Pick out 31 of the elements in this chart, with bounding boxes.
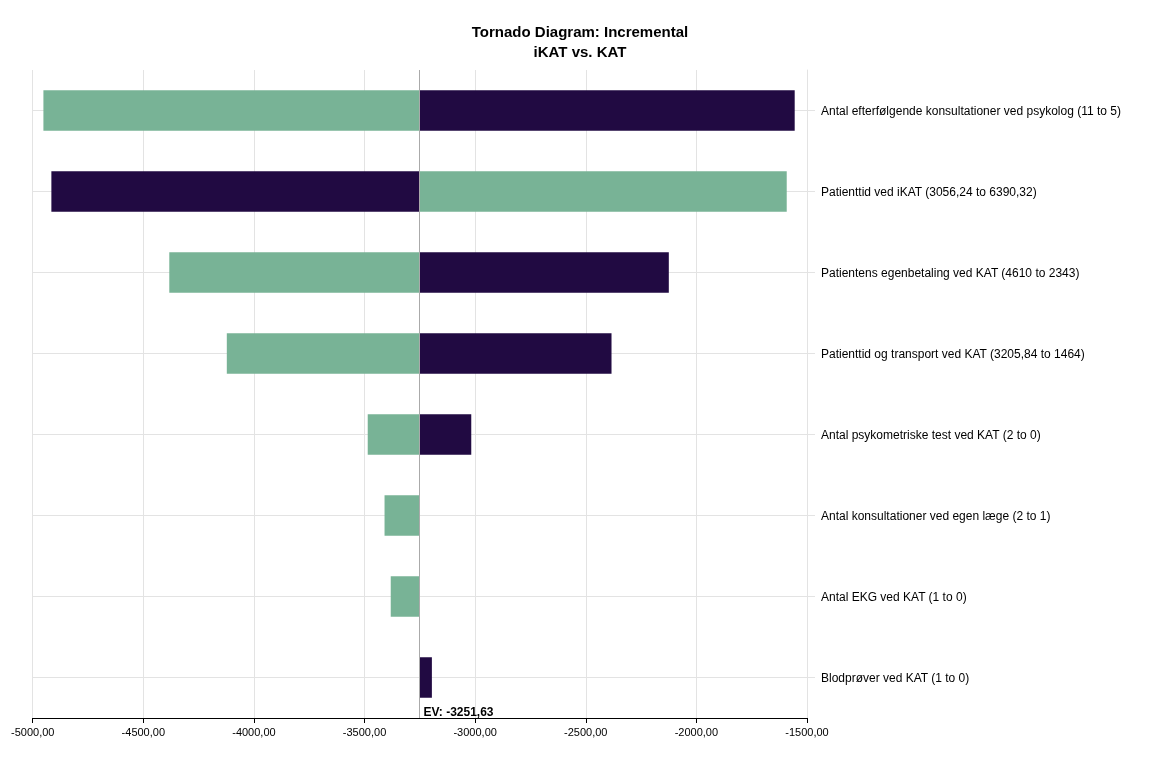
chart-title: Tornado Diagram: Incremental iKAT vs. KAT bbox=[471, 22, 689, 60]
bar bbox=[169, 252, 420, 293]
bar bbox=[43, 90, 420, 131]
y-tick-label: Antal EKG ved KAT (1 to 0) bbox=[821, 589, 967, 604]
x-tick-label: -1500,00 bbox=[785, 725, 829, 738]
bar bbox=[226, 333, 420, 374]
x-tick-label: -2000,00 bbox=[674, 725, 719, 738]
y-tick-label: Antal efterfølgende konsultationer ved psykolog (11 to 5) bbox=[821, 103, 1121, 118]
bar bbox=[419, 252, 669, 293]
bar bbox=[367, 414, 420, 455]
x-tick-label: -2500,00 bbox=[564, 725, 608, 738]
x-tick-label: -4500,00 bbox=[121, 725, 166, 738]
y-tick-label: Patienttid ved iKAT (3056,24 to 6390,32) bbox=[821, 184, 1037, 199]
x-tick-label: -5000,00 bbox=[10, 725, 55, 738]
bar bbox=[419, 171, 787, 212]
bar bbox=[419, 657, 432, 698]
bar bbox=[419, 90, 795, 131]
y-tick-label: Patientens egenbetaling ved KAT (4610 to 2343) bbox=[821, 265, 1080, 280]
x-tick-label: -3000,00 bbox=[453, 725, 497, 738]
ref-line-label: EV: -3251,63 bbox=[423, 705, 494, 719]
x-tick-label: -4000,00 bbox=[232, 725, 276, 738]
y-tick-label: Antal psykometriske test ved KAT (2 to 0) bbox=[821, 427, 1041, 442]
y-tick-label: Blodprøver ved KAT (1 to 0) bbox=[821, 670, 970, 685]
bar bbox=[51, 171, 420, 212]
bar bbox=[384, 495, 420, 536]
bar bbox=[419, 414, 472, 455]
x-tick-label: -3500,00 bbox=[342, 725, 387, 738]
y-tick-label: Antal konsultationer ved egen læge (2 to 1) bbox=[821, 508, 1051, 523]
bar bbox=[390, 576, 420, 617]
y-tick-label: Patienttid og transport ved KAT (3205,84 to 1464) bbox=[821, 346, 1085, 361]
bar bbox=[419, 333, 612, 374]
